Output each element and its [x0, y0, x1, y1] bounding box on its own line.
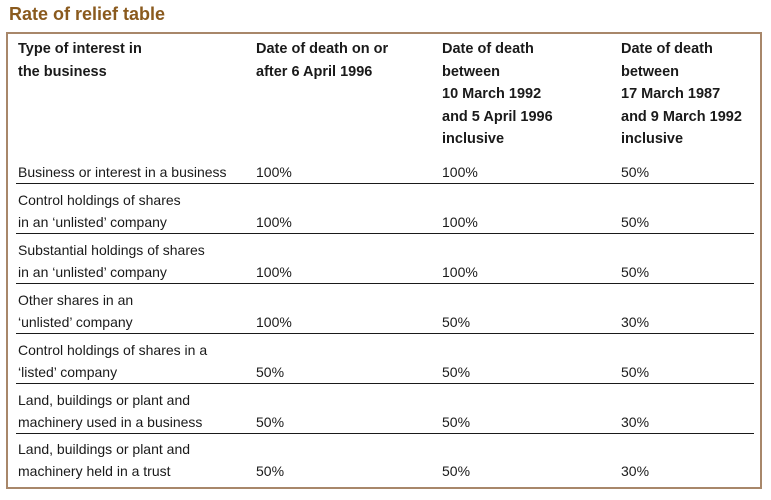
row-type-line: machinery held in a trust [18, 463, 171, 479]
row-type: Business or interest in a business [18, 161, 227, 183]
table-header: Type of interest in the business Date of… [8, 38, 760, 150]
table-row: Control holdings of shares in a ‘listed’… [8, 339, 760, 385]
header-line: between [442, 63, 501, 80]
row-type-line: Substantial holdings of shares [18, 242, 205, 258]
row-type-line: ‘listed’ company [18, 364, 118, 380]
row-rate-after-1996: 100% [256, 264, 292, 280]
header-line: Type of interest in [18, 41, 142, 57]
header-line: inclusive [621, 131, 684, 147]
row-type: Substantial holdings of shares in an ‘un… [18, 239, 205, 283]
row-type: Control holdings of shares in an ‘unlist… [18, 189, 181, 233]
row-type-line: Control holdings of shares in a [18, 342, 208, 358]
row-type-line: Business or interest in a business [18, 164, 227, 180]
row-divider [16, 283, 754, 284]
row-divider [16, 183, 754, 184]
row-rate-1987-1992: 50% [621, 214, 650, 230]
header-line: the business [18, 63, 107, 80]
row-type-line: Land, buildings or plant and [18, 441, 191, 457]
row-type-line: in an ‘unlisted’ company [18, 214, 167, 230]
row-rate-after-1996: 50% [256, 463, 285, 479]
page-title: Rate of relief table [9, 4, 166, 24]
table-row: Land, buildings or plant and machinery h… [8, 438, 760, 484]
row-rate-after-1996: 50% [256, 414, 285, 430]
row-type-line: machinery used in a business [18, 414, 203, 430]
header-after-1996: Date of death on or after 6 April 1996 [256, 38, 388, 83]
table-row: Business or interest in a business 100% … [8, 161, 760, 185]
header-line: 17 March 1987 [621, 86, 721, 102]
header-line: between [621, 63, 680, 80]
row-rate-1987-1992: 30% [621, 314, 650, 330]
row-type: Land, buildings or plant and machinery h… [18, 438, 190, 482]
header-line: after 6 April 1996 [256, 63, 373, 80]
header-line: and 9 March 1992 [621, 108, 742, 125]
row-rate-after-1996: 100% [256, 314, 292, 330]
table-row: Other shares in an ‘unlisted’ company 10… [8, 289, 760, 335]
row-type-line: in an ‘unlisted’ company [18, 264, 167, 280]
row-type-line: ‘unlisted’ company [18, 314, 133, 330]
row-rate-1992-1996: 100% [442, 164, 478, 180]
row-rate-1992-1996: 100% [442, 264, 478, 280]
row-rate-1987-1992: 50% [621, 164, 650, 180]
row-rate-1992-1996: 100% [442, 214, 478, 230]
header-line: Date of death [442, 41, 534, 57]
row-rate-1987-1992: 50% [621, 264, 650, 280]
row-type: Land, buildings or plant and machinery u… [18, 389, 202, 433]
row-rate-1992-1996: 50% [442, 314, 471, 330]
row-divider [16, 433, 754, 434]
header-line: 10 March 1992 [442, 86, 542, 102]
row-rate-after-1996: 100% [256, 214, 292, 230]
table-row: Control holdings of shares in an ‘unlist… [8, 189, 760, 235]
row-rate-1992-1996: 50% [442, 414, 471, 430]
header-type-of-interest: Type of interest in the business [18, 38, 142, 83]
row-type: Control holdings of shares in a ‘listed’… [18, 339, 207, 383]
row-rate-1987-1992: 30% [621, 463, 650, 479]
row-rate-after-1996: 50% [256, 364, 285, 380]
row-type-line: Land, buildings or plant and [18, 392, 191, 408]
header-line: Date of death [621, 41, 713, 57]
row-type-line: Control holdings of shares [18, 192, 181, 208]
table-row: Land, buildings or plant and machinery u… [8, 389, 760, 435]
header-1987-1992: Date of death between 17 March 1987 and … [621, 38, 742, 151]
relief-table: Type of interest in the business Date of… [6, 32, 762, 489]
row-rate-1987-1992: 50% [621, 364, 650, 380]
row-rate-1992-1996: 50% [442, 364, 471, 380]
row-divider [16, 333, 754, 334]
row-rate-1987-1992: 30% [621, 414, 650, 430]
row-divider [16, 383, 754, 384]
row-divider [16, 233, 754, 234]
header-line: Date of death on or [256, 41, 389, 57]
header-line: and 5 April 1996 [442, 108, 553, 125]
row-type-line: Other shares in an [18, 292, 134, 308]
row-type: Other shares in an ‘unlisted’ company [18, 289, 133, 333]
header-1992-1996: Date of death between 10 March 1992 and … [442, 38, 553, 151]
row-rate-1992-1996: 50% [442, 463, 471, 479]
row-rate-after-1996: 100% [256, 164, 292, 180]
header-line: inclusive [442, 131, 505, 147]
table-row: Substantial holdings of shares in an ‘un… [8, 239, 760, 285]
